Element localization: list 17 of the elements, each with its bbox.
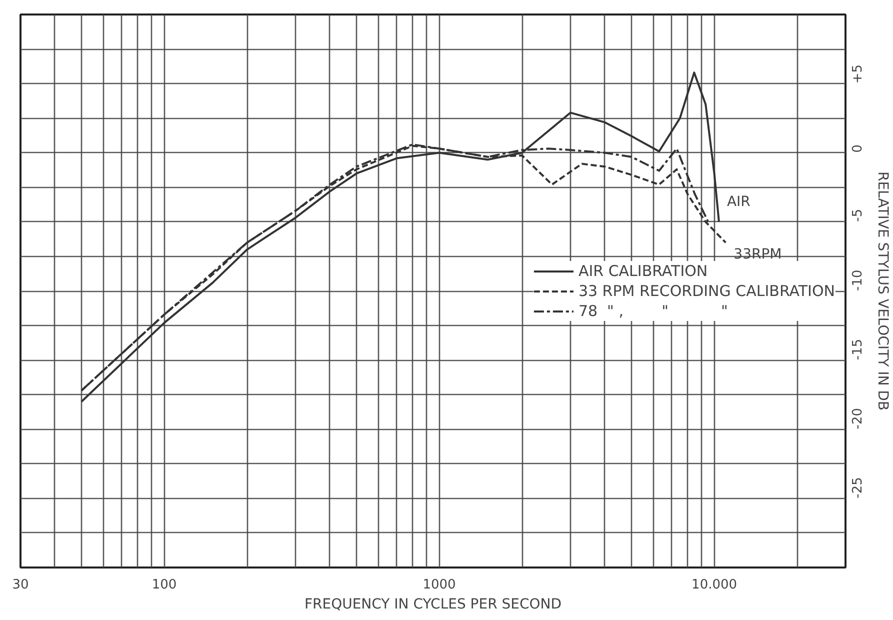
y-tick-label: +5 [850,64,866,84]
x-tick-label: 30 [12,578,29,592]
legend-label: AIR CALIBRATION [578,262,708,280]
x-tick-label: 100 [152,578,177,592]
annotation: AIR [726,194,751,210]
legend-label: 33 RPM RECORDING CALIBRATION [578,282,835,300]
y-tick-label: -15 [850,338,866,360]
y-tick-label: -20 [850,408,866,430]
x-tick-label: 1000 [422,578,456,592]
y-tick-label: 0 [850,144,866,153]
x-axis-title: FREQUENCY IN CYCLES PER SECOND [304,596,562,612]
y-axis-title: RELATIVE STYLUS VELOCITY IN DB [874,171,890,411]
x-tick-label: 10.000 [692,578,738,592]
legend-label: 78 " , " " [578,302,728,320]
y-tick-label: -25 [850,477,866,498]
y-tick-label: -10 [850,270,866,291]
y-tick-label: -5 [850,208,866,222]
